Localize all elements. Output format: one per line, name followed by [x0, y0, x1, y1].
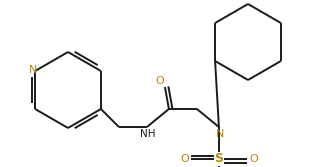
Text: O: O	[180, 154, 189, 164]
Text: NH: NH	[140, 129, 156, 139]
Text: N: N	[29, 65, 37, 75]
Text: N: N	[216, 129, 224, 139]
Text: S: S	[214, 152, 224, 165]
Text: O: O	[155, 76, 164, 86]
Text: O: O	[249, 154, 258, 164]
